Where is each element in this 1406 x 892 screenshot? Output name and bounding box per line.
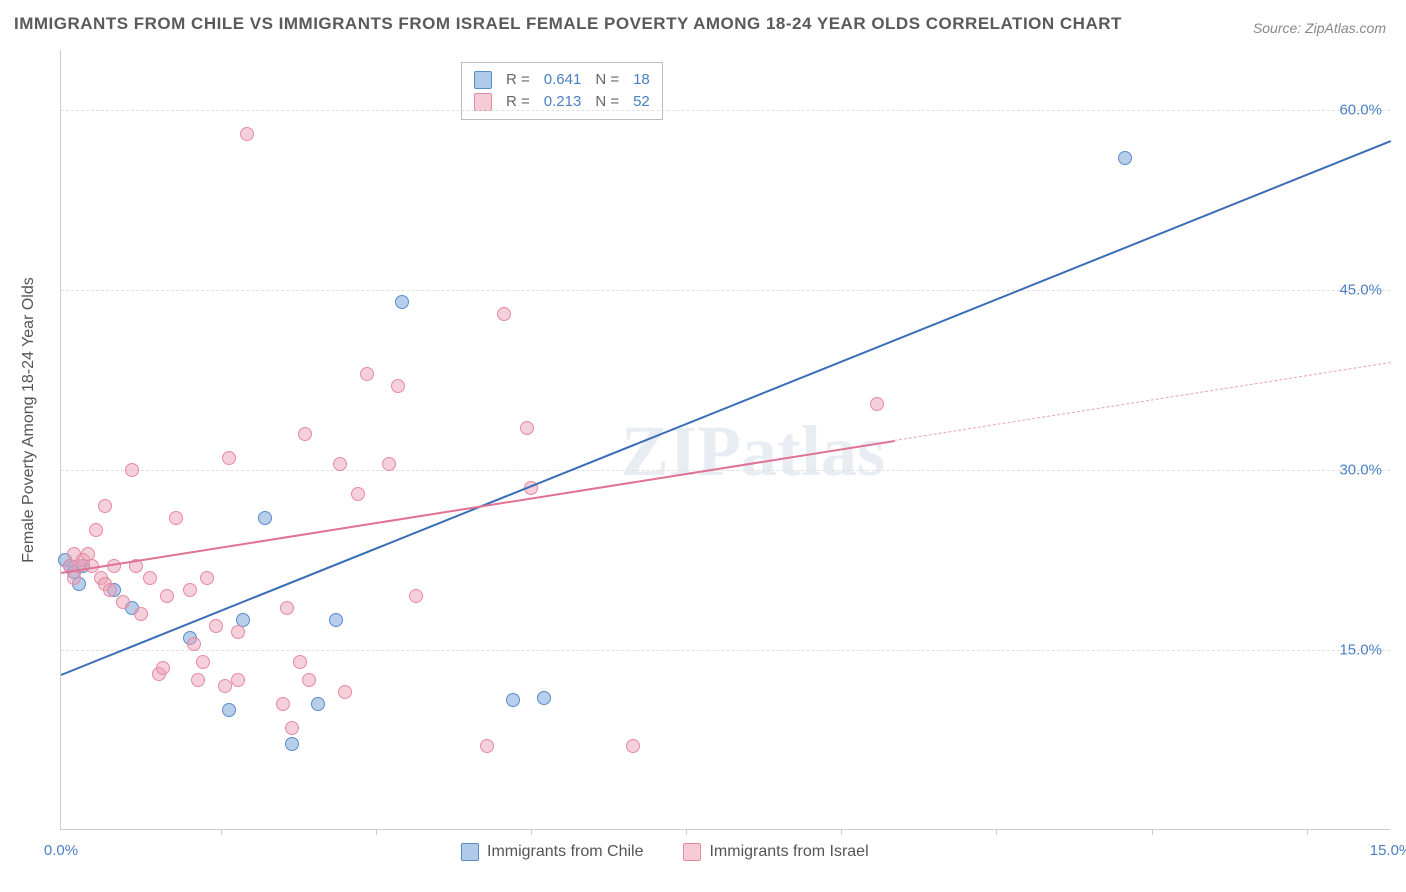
data-point-israel <box>98 499 112 513</box>
legend-item-chile: Immigrants from Chile <box>461 843 643 861</box>
data-point-israel <box>298 427 312 441</box>
x-tick <box>841 829 842 835</box>
source-attribution: Source: ZipAtlas.com <box>1253 20 1386 36</box>
data-point-israel <box>191 673 205 687</box>
data-point-chile <box>222 703 236 717</box>
data-point-israel <box>276 697 290 711</box>
x-tick <box>221 829 222 835</box>
x-tick <box>1307 829 1308 835</box>
data-point-israel <box>497 307 511 321</box>
trendline-israel-extrapolated <box>894 362 1391 441</box>
x-tick <box>376 829 377 835</box>
data-point-chile <box>1118 151 1132 165</box>
gridline-h <box>61 650 1390 651</box>
legend-label-chile: Immigrants from Chile <box>487 843 643 861</box>
data-point-chile <box>395 295 409 309</box>
data-point-israel <box>222 451 236 465</box>
data-point-israel <box>626 739 640 753</box>
trendline-chile <box>61 140 1392 676</box>
watermark-text: ZIPatlas <box>621 410 885 493</box>
y-tick-label: 30.0% <box>1339 462 1382 479</box>
legend-label-israel: Immigrants from Israel <box>709 843 868 861</box>
data-point-israel <box>89 523 103 537</box>
legend-swatch-pink <box>683 843 701 861</box>
data-point-israel <box>285 721 299 735</box>
gridline-h <box>61 110 1390 111</box>
data-point-israel <box>280 601 294 615</box>
data-point-israel <box>103 583 117 597</box>
data-point-israel <box>391 379 405 393</box>
x-tick <box>1152 829 1153 835</box>
data-point-israel <box>125 463 139 477</box>
data-point-chile <box>285 737 299 751</box>
data-point-israel <box>409 589 423 603</box>
legend-swatch-blue <box>461 843 479 861</box>
data-point-chile <box>258 511 272 525</box>
data-point-israel <box>143 571 157 585</box>
series-legend: Immigrants from Chile Immigrants from Is… <box>461 843 869 861</box>
data-point-israel <box>218 679 232 693</box>
data-point-israel <box>160 589 174 603</box>
data-point-israel <box>200 571 214 585</box>
y-tick-label: 60.0% <box>1339 102 1382 119</box>
r-value-chile: 0.641 <box>544 69 582 91</box>
trendline-israel <box>61 440 895 574</box>
n-value-chile: 18 <box>633 69 650 91</box>
x-tick <box>996 829 997 835</box>
data-point-israel <box>231 673 245 687</box>
y-tick-label: 45.0% <box>1339 282 1382 299</box>
x-tick <box>686 829 687 835</box>
data-point-chile <box>506 693 520 707</box>
r-label: R = <box>506 69 530 91</box>
data-point-israel <box>870 397 884 411</box>
chart-title: IMMIGRANTS FROM CHILE VS IMMIGRANTS FROM… <box>14 14 1122 34</box>
legend-swatch-pink <box>474 93 492 111</box>
x-tick-label: 0.0% <box>44 842 78 859</box>
data-point-israel <box>67 571 81 585</box>
correlation-legend: R = 0.641 N = 18 R = 0.213 N = 52 <box>461 62 663 120</box>
data-point-israel <box>187 637 201 651</box>
y-axis-label: Female Poverty Among 18-24 Year Olds <box>20 277 38 563</box>
data-point-israel <box>293 655 307 669</box>
data-point-israel <box>351 487 365 501</box>
data-point-israel <box>156 661 170 675</box>
legend-item-israel: Immigrants from Israel <box>683 843 868 861</box>
scatter-plot-area: ZIPatlas R = 0.641 N = 18 R = 0.213 N = … <box>60 50 1390 830</box>
data-point-chile <box>311 697 325 711</box>
n-label: N = <box>595 69 619 91</box>
x-tick <box>531 829 532 835</box>
data-point-israel <box>183 583 197 597</box>
data-point-israel <box>134 607 148 621</box>
legend-swatch-blue <box>474 71 492 89</box>
y-tick-label: 15.0% <box>1339 642 1382 659</box>
data-point-chile <box>537 691 551 705</box>
data-point-israel <box>338 685 352 699</box>
data-point-israel <box>382 457 396 471</box>
x-tick-label: 15.0% <box>1370 842 1406 859</box>
data-point-israel <box>360 367 374 381</box>
data-point-israel <box>231 625 245 639</box>
data-point-israel <box>333 457 347 471</box>
data-point-israel <box>302 673 316 687</box>
data-point-chile <box>329 613 343 627</box>
gridline-h <box>61 470 1390 471</box>
data-point-israel <box>240 127 254 141</box>
data-point-israel <box>520 421 534 435</box>
data-point-israel <box>209 619 223 633</box>
data-point-israel <box>116 595 130 609</box>
legend-row-chile: R = 0.641 N = 18 <box>474 69 650 91</box>
data-point-israel <box>169 511 183 525</box>
data-point-israel <box>480 739 494 753</box>
gridline-h <box>61 290 1390 291</box>
data-point-israel <box>196 655 210 669</box>
